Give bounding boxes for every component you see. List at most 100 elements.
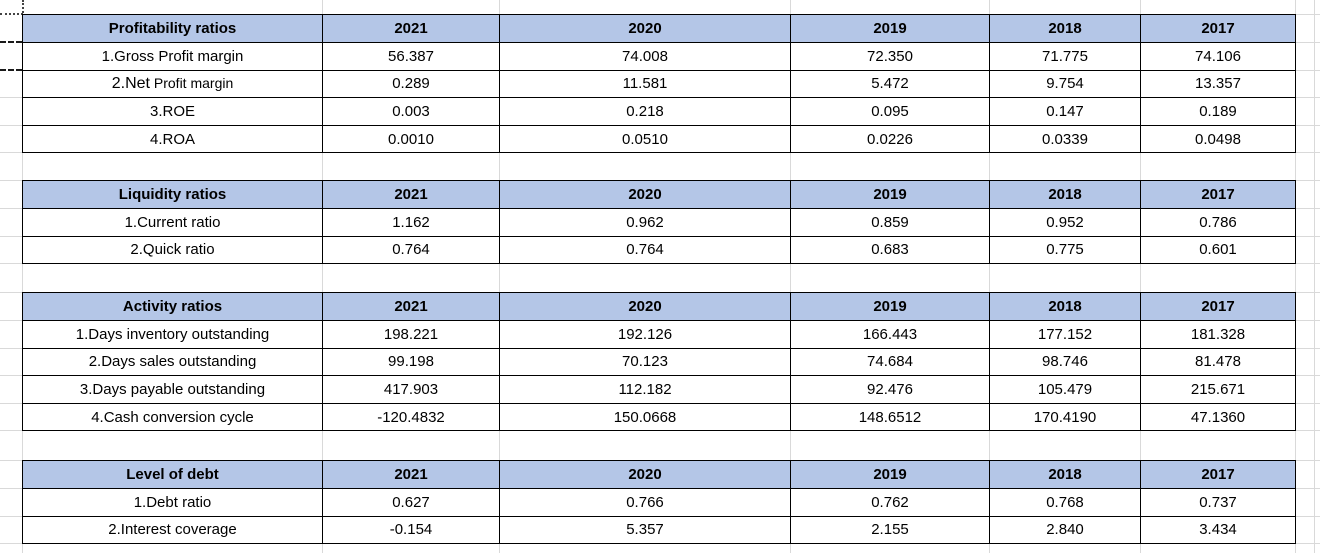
value-cell[interactable]: 0.189 <box>1140 97 1296 126</box>
year-header-cell[interactable]: 2020 <box>499 180 791 209</box>
year-header-cell[interactable]: 2018 <box>989 292 1141 321</box>
value-cell[interactable]: 13.357 <box>1140 69 1296 99</box>
row-label-cell[interactable]: 4.Cash conversion cycle <box>22 402 323 432</box>
row-label-cell[interactable]: 1.Days inventory outstanding <box>22 320 323 349</box>
value-cell[interactable]: 0.766 <box>499 488 791 517</box>
value-cell[interactable]: 98.746 <box>989 347 1141 377</box>
value-cell[interactable]: 0.764 <box>499 235 791 265</box>
value-cell[interactable]: 0.627 <box>322 488 500 517</box>
value-cell[interactable]: -0.154 <box>322 515 500 545</box>
value-cell[interactable]: 0.0510 <box>499 124 791 154</box>
value-cell[interactable]: 0.0226 <box>790 124 990 154</box>
value-cell[interactable]: 192.126 <box>499 320 791 349</box>
value-cell[interactable]: 0.952 <box>989 208 1141 237</box>
year-header-cell[interactable]: 2020 <box>499 292 791 321</box>
row-label-cell[interactable]: 2.Days sales outstanding <box>22 347 323 377</box>
year-header-cell[interactable]: 2019 <box>790 180 990 209</box>
value-cell[interactable]: 0.762 <box>790 488 990 517</box>
value-cell[interactable]: 0.683 <box>790 235 990 265</box>
value-cell[interactable]: 72.350 <box>790 42 990 71</box>
value-cell[interactable]: 81.478 <box>1140 347 1296 377</box>
value-cell[interactable]: 3.434 <box>1140 515 1296 545</box>
value-cell[interactable]: 2.155 <box>790 515 990 545</box>
value-cell[interactable]: 5.472 <box>790 69 990 99</box>
row-label-cell[interactable]: 2.Interest coverage <box>22 515 323 545</box>
row-label-cell[interactable]: 1.Gross Profit margin <box>22 42 323 71</box>
year-header-cell[interactable]: 2019 <box>790 460 990 489</box>
year-header-cell[interactable]: 2019 <box>790 292 990 321</box>
value-cell[interactable]: 47.1360 <box>1140 402 1296 432</box>
value-cell[interactable]: 148.6512 <box>790 402 990 432</box>
value-cell[interactable]: -120.4832 <box>322 402 500 432</box>
value-cell[interactable]: 181.328 <box>1140 320 1296 349</box>
value-cell[interactable]: 0.0339 <box>989 124 1141 154</box>
value-cell[interactable]: 74.684 <box>790 347 990 377</box>
value-cell[interactable]: 0.962 <box>499 208 791 237</box>
table-title-cell[interactable]: Liquidity ratios <box>22 180 323 209</box>
value-cell[interactable]: 0.218 <box>499 97 791 126</box>
year-header-cell[interactable]: 2021 <box>322 292 500 321</box>
value-cell[interactable]: 0.786 <box>1140 208 1296 237</box>
value-cell[interactable]: 0.147 <box>989 97 1141 126</box>
value-cell[interactable]: 9.754 <box>989 69 1141 99</box>
value-cell[interactable]: 0.0010 <box>322 124 500 154</box>
table-title-cell[interactable]: Activity ratios <box>22 292 323 321</box>
value-cell[interactable]: 0.737 <box>1140 488 1296 517</box>
year-header-cell[interactable]: 2018 <box>989 14 1141 43</box>
row-label-cell[interactable]: 1.Debt ratio <box>22 488 323 517</box>
value-cell[interactable]: 74.008 <box>499 42 791 71</box>
table-header-row: Activity ratios 2021 2020 2019 2018 2017 <box>22 292 1296 321</box>
value-cell[interactable]: 2.840 <box>989 515 1141 545</box>
value-cell[interactable]: 11.581 <box>499 69 791 99</box>
year-header-cell[interactable]: 2017 <box>1140 460 1296 489</box>
year-header-cell[interactable]: 2021 <box>322 180 500 209</box>
table-title-cell[interactable]: Level of debt <box>22 460 323 489</box>
value-cell[interactable]: 92.476 <box>790 375 990 404</box>
value-cell[interactable]: 74.106 <box>1140 42 1296 71</box>
value-cell[interactable]: 0.859 <box>790 208 990 237</box>
gridline <box>1296 430 1320 432</box>
value-cell[interactable]: 0.003 <box>322 97 500 126</box>
value-cell[interactable]: 0.095 <box>790 97 990 126</box>
year-header-cell[interactable]: 2017 <box>1140 180 1296 209</box>
table-row: 2.Net Profit margin 0.289 11.581 5.472 9.754… <box>22 69 1296 99</box>
value-cell[interactable]: 0.775 <box>989 235 1141 265</box>
row-label-cell[interactable]: 4.ROA <box>22 124 323 154</box>
value-cell[interactable]: 5.357 <box>499 515 791 545</box>
row-label-cell[interactable]: 2.Net Profit margin <box>22 69 323 99</box>
gridline <box>1296 42 1320 43</box>
value-cell[interactable]: 0.289 <box>322 69 500 99</box>
value-cell[interactable]: 0.768 <box>989 488 1141 517</box>
year-header-cell[interactable]: 2020 <box>499 460 791 489</box>
value-cell[interactable]: 56.387 <box>322 42 500 71</box>
year-header-cell[interactable]: 2021 <box>322 14 500 43</box>
table-title-cell[interactable]: Profitability ratios <box>22 14 323 43</box>
value-cell[interactable]: 417.903 <box>322 375 500 404</box>
value-cell[interactable]: 150.0668 <box>499 402 791 432</box>
value-cell[interactable]: 0.601 <box>1140 235 1296 265</box>
year-header-cell[interactable]: 2017 <box>1140 292 1296 321</box>
row-label-cell[interactable]: 1.Current ratio <box>22 208 323 237</box>
year-header-cell[interactable]: 2018 <box>989 180 1141 209</box>
row-label-cell[interactable]: 3.ROE <box>22 97 323 126</box>
value-cell[interactable]: 170.4190 <box>989 402 1141 432</box>
year-header-cell[interactable]: 2019 <box>790 14 990 43</box>
value-cell[interactable]: 198.221 <box>322 320 500 349</box>
year-header-cell[interactable]: 2021 <box>322 460 500 489</box>
year-header-cell[interactable]: 2020 <box>499 14 791 43</box>
value-cell[interactable]: 177.152 <box>989 320 1141 349</box>
row-label-cell[interactable]: 2.Quick ratio <box>22 235 323 265</box>
value-cell[interactable]: 105.479 <box>989 375 1141 404</box>
value-cell[interactable]: 71.775 <box>989 42 1141 71</box>
value-cell[interactable]: 0.764 <box>322 235 500 265</box>
value-cell[interactable]: 70.123 <box>499 347 791 377</box>
year-header-cell[interactable]: 2017 <box>1140 14 1296 43</box>
value-cell[interactable]: 215.671 <box>1140 375 1296 404</box>
value-cell[interactable]: 1.162 <box>322 208 500 237</box>
value-cell[interactable]: 166.443 <box>790 320 990 349</box>
value-cell[interactable]: 0.0498 <box>1140 124 1296 154</box>
value-cell[interactable]: 112.182 <box>499 375 791 404</box>
value-cell[interactable]: 99.198 <box>322 347 500 377</box>
row-label-cell[interactable]: 3.Days payable outstanding <box>22 375 323 404</box>
year-header-cell[interactable]: 2018 <box>989 460 1141 489</box>
